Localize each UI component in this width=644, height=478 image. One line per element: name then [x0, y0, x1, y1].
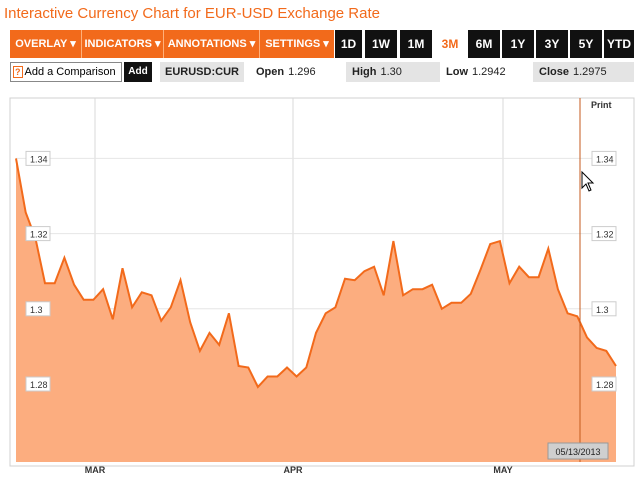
y-tick-box-left	[25, 301, 51, 317]
range-3m-button[interactable]: 3M	[434, 30, 466, 58]
y-tick-label-left: 1.32	[30, 230, 48, 240]
symbol-label: EURUSD:CUR	[160, 62, 244, 82]
close-label: Close	[539, 66, 569, 78]
range-3y-button[interactable]: 3Y	[536, 30, 568, 58]
y-tick-box-left	[25, 226, 51, 242]
overlay-menu-button[interactable]: OVERLAY ▾	[10, 30, 82, 58]
add-comparison-button[interactable]: Add	[124, 62, 152, 82]
comparison-input[interactable]: ? Add a Comparison	[10, 62, 122, 82]
page-title: Interactive Currency Chart for EUR-USD E…	[4, 5, 380, 22]
y-tick-label-left: 1.34	[30, 154, 48, 164]
y-tick-box-right	[591, 226, 617, 242]
mouse-cursor-icon	[581, 170, 595, 192]
range-6m-button[interactable]: 6M	[468, 30, 500, 58]
low-value: 1.2942	[472, 66, 506, 78]
y-tick-box-left	[25, 376, 51, 392]
range-ytd-button[interactable]: YTD	[604, 30, 634, 58]
comparison-placeholder: Add a Comparison	[24, 66, 116, 78]
range-1w-button[interactable]: 1W	[365, 30, 397, 58]
y-tick-box-right	[591, 301, 617, 317]
settings-menu-button[interactable]: SETTINGS ▾	[260, 30, 334, 58]
crosshair-date-box	[547, 442, 609, 460]
y-tick-label-right: 1.32	[596, 230, 614, 240]
indicators-menu-button[interactable]: INDICATORS ▾	[82, 30, 164, 58]
open-stat: Open 1.296	[250, 62, 338, 82]
range-5y-button[interactable]: 5Y	[570, 30, 602, 58]
print-button[interactable]: Print	[591, 100, 612, 110]
low-stat: Low 1.2942	[440, 62, 532, 82]
chart-toolbar: OVERLAY ▾ INDICATORS ▾ ANNOTATIONS ▾ SET…	[10, 30, 634, 58]
x-tick-label: APR	[283, 465, 303, 475]
close-value: 1.2975	[572, 66, 607, 78]
low-label: Low	[446, 66, 468, 78]
high-label: High	[352, 66, 377, 78]
y-tick-box-left	[25, 150, 51, 166]
range-1m-button[interactable]: 1M	[400, 30, 432, 58]
y-tick-label-right: 1.34	[596, 154, 614, 164]
close-stat: Close 1.2975	[533, 62, 634, 82]
series-area	[16, 158, 616, 462]
high-value: 1.30	[380, 66, 402, 78]
exchange-rate-chart[interactable]: 1.34 1.34 1.32 1.32 1.3 1.3 1.28 1.28 MAR APR MAY 0…	[0, 90, 644, 478]
annotations-menu-button[interactable]: ANNOTATIONS ▾	[164, 30, 260, 58]
crosshair-date-label: 05/13/2013	[555, 447, 600, 457]
series-line	[15, 158, 617, 389]
high-stat: High 1.30	[346, 62, 440, 82]
y-tick-box-right	[591, 376, 617, 392]
open-value: 1.296	[288, 66, 316, 78]
x-tick-label: MAR	[85, 465, 106, 475]
quote-info-bar: ? Add a Comparison Add EURUSD:CUR Open 1.2…	[10, 62, 634, 84]
y-tick-label-right: 1.3	[596, 305, 609, 315]
x-tick-label: MAY	[493, 465, 512, 475]
y-tick-label-left: 1.28	[30, 380, 48, 390]
y-tick-label-left: 1.3	[30, 305, 43, 315]
y-tick-label-right: 1.28	[596, 380, 614, 390]
help-icon[interactable]: ?	[13, 66, 23, 78]
open-label: Open	[256, 66, 285, 78]
range-1y-button[interactable]: 1Y	[502, 30, 534, 58]
y-tick-box-right	[591, 150, 617, 166]
range-1d-button[interactable]: 1D	[334, 30, 362, 58]
